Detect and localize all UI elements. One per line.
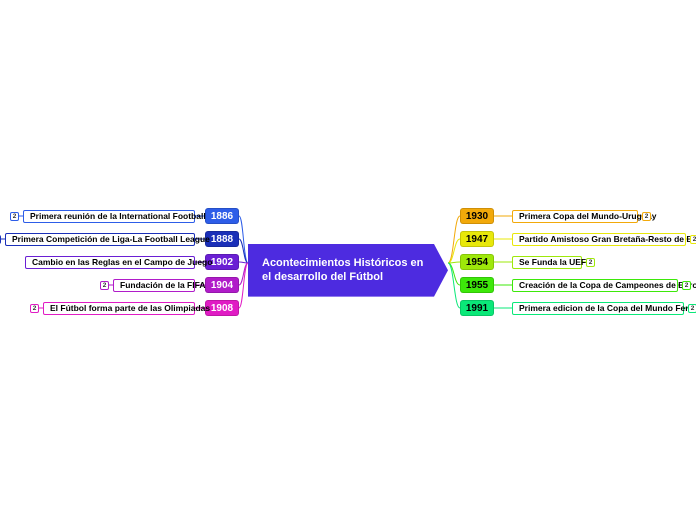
label-node[interactable]: Partido Amistoso Gran Bretaña-Resto de E…: [512, 233, 686, 246]
label-node[interactable]: Primera Competición de Liga-La Football …: [5, 233, 195, 246]
label-node[interactable]: Primera edicion de la Copa del Mundo Fem…: [512, 302, 684, 315]
label-node[interactable]: Creación de la Copa de Campeones de Euro…: [512, 279, 678, 292]
count-badge: 2: [100, 281, 109, 290]
year-node-1954[interactable]: 1954: [460, 254, 494, 270]
count-badge: 2: [688, 304, 696, 313]
label-node[interactable]: Primera Copa del Mundo-Uruguay: [512, 210, 638, 223]
label-node[interactable]: Cambio en las Reglas en el Campo de Jueg…: [25, 256, 195, 269]
count-badge: 2: [586, 258, 595, 267]
count-badge: 2: [682, 281, 691, 290]
mindmap-canvas: Acontecimientos Históricos en el desarro…: [0, 0, 696, 520]
label-node[interactable]: El Fútbol forma parte de las Olimpiadas: [43, 302, 195, 315]
label-node[interactable]: Primera reunión de la International Foot…: [23, 210, 195, 223]
year-node-1886[interactable]: 1886: [205, 208, 239, 224]
year-node-1904[interactable]: 1904: [205, 277, 239, 293]
label-node[interactable]: Fundación de la FIFA: [113, 279, 195, 292]
count-badge: 2: [642, 212, 651, 221]
count-badge: 2: [10, 212, 19, 221]
year-node-1955[interactable]: 1955: [460, 277, 494, 293]
count-badge: 2: [0, 235, 1, 244]
label-node[interactable]: Se Funda la UEFA: [512, 256, 582, 269]
year-node-1947[interactable]: 1947: [460, 231, 494, 247]
year-node-1888[interactable]: 1888: [205, 231, 239, 247]
year-node-1930[interactable]: 1930: [460, 208, 494, 224]
center-node[interactable]: Acontecimientos Históricos en el desarro…: [248, 244, 448, 297]
count-badge: 2: [690, 235, 696, 244]
count-badge: 2: [30, 304, 39, 313]
year-node-1991[interactable]: 1991: [460, 300, 494, 316]
